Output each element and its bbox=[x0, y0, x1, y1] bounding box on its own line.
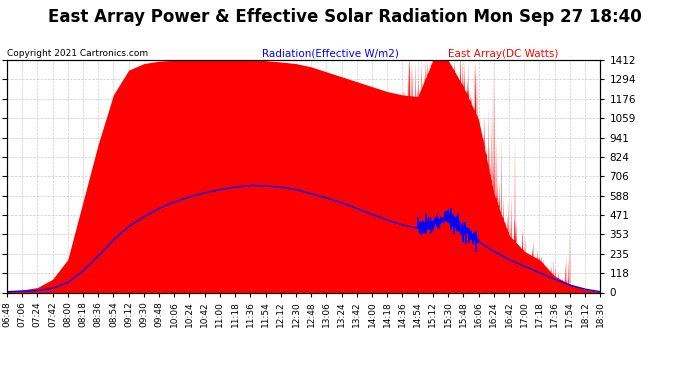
Text: Copyright 2021 Cartronics.com: Copyright 2021 Cartronics.com bbox=[7, 49, 148, 58]
Text: East Array Power & Effective Solar Radiation Mon Sep 27 18:40: East Array Power & Effective Solar Radia… bbox=[48, 8, 642, 26]
Text: Radiation(Effective W/m2): Radiation(Effective W/m2) bbox=[262, 49, 399, 59]
Text: East Array(DC Watts): East Array(DC Watts) bbox=[448, 49, 559, 59]
